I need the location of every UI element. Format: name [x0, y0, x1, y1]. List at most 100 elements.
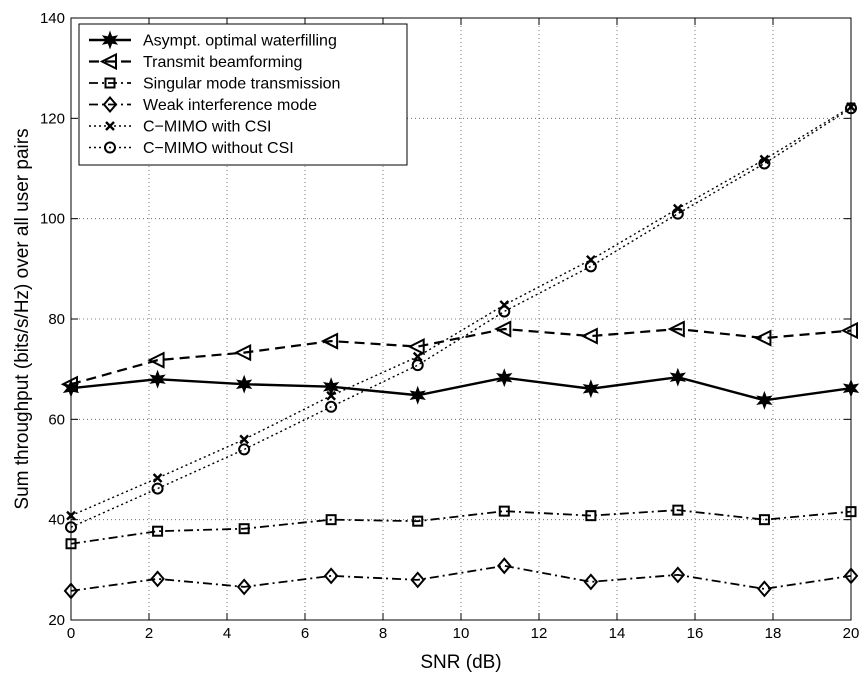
data-point-star: [669, 367, 687, 387]
data-point-circle: [65, 521, 77, 534]
y-tick-label: 20: [48, 612, 65, 629]
legend-entry: Asympt. optimal waterfilling: [89, 30, 337, 50]
data-point-triangle: [320, 332, 339, 350]
data-point-circle: [151, 482, 164, 495]
data-point-diamond: [757, 580, 772, 598]
data-point-star: [149, 369, 166, 389]
x-tick-label: 0: [67, 625, 75, 642]
x-tick-label: 18: [765, 625, 782, 642]
series-star: [62, 367, 860, 410]
data-point-x: [326, 390, 336, 401]
data-point-star: [496, 368, 513, 388]
series-group: [60, 101, 860, 600]
data-point-triangle: [60, 375, 78, 393]
x-axis-label: SNR (dB): [420, 652, 501, 673]
x-tick-label: 16: [687, 625, 704, 642]
series-line: [70, 106, 852, 517]
data-point-triangle: [233, 343, 252, 362]
x-tick-label: 6: [301, 625, 309, 642]
series-line: [70, 509, 852, 545]
data-point-square: [585, 510, 597, 522]
legend-label: Transmit beamforming: [143, 54, 302, 71]
data-point-diamond: [410, 571, 426, 589]
data-point-square: [65, 538, 77, 550]
series-line: [70, 327, 852, 386]
legend-label: Weak interference mode: [143, 97, 317, 114]
data-point-circle: [104, 141, 116, 154]
legend: Asympt. optimal waterfilling Transmit bea…: [78, 23, 408, 166]
legend-label: Singular mode transmission: [143, 76, 340, 93]
x-tick-label: 8: [379, 625, 387, 642]
data-point-x: [66, 510, 76, 521]
y-tick-label: 140: [40, 10, 65, 27]
data-point-square: [498, 505, 510, 517]
data-point-square: [325, 514, 337, 526]
data-point-triangle: [667, 320, 685, 338]
data-point-x: [105, 121, 115, 131]
data-point-triangle: [99, 52, 117, 71]
y-tick-label: 40: [48, 512, 65, 529]
x-tick-label: 14: [609, 625, 626, 642]
data-point-diamond: [102, 95, 118, 114]
data-point-square: [152, 525, 164, 537]
data-point-x: [152, 473, 163, 483]
y-tick-label: 80: [48, 311, 65, 328]
data-point-circle: [498, 305, 511, 318]
data-point-diamond: [843, 567, 859, 585]
legend-entry: Singular mode transmission: [89, 76, 340, 93]
y-tick-label: 60: [48, 411, 65, 428]
data-point-x: [412, 351, 423, 362]
data-point-diamond: [63, 582, 79, 600]
series-line: [70, 375, 852, 402]
data-point-triangle: [147, 351, 165, 369]
data-point-star: [101, 30, 119, 50]
data-point-diamond: [583, 573, 599, 591]
series-triangle-left: [60, 320, 858, 393]
data-point-diamond: [323, 567, 339, 585]
legend-entry: C−MIMO with CSI: [89, 119, 271, 136]
data-point-square: [845, 506, 857, 518]
legend-label: Asympt. optimal waterfilling: [143, 33, 337, 50]
data-point-diamond: [150, 570, 165, 588]
x-tick-label: 4: [223, 625, 231, 642]
legend-entry: C−MIMO without CSI: [89, 140, 294, 157]
x-tick-label: 12: [531, 625, 548, 642]
data-point-circle: [325, 400, 338, 413]
data-point-triangle: [407, 337, 425, 356]
series-square: [65, 504, 857, 550]
data-point-circle: [238, 443, 251, 456]
series-diamond: [63, 557, 859, 600]
data-point-circle: [671, 207, 684, 220]
data-point-star: [582, 379, 600, 399]
data-point-square: [238, 523, 250, 535]
data-point-star: [756, 390, 773, 410]
data-point-diamond: [670, 566, 686, 584]
data-point-circle: [411, 359, 424, 372]
data-point-diamond: [496, 557, 512, 575]
y-axis-label: Sum throughput (bits/s/Hz) over all user…: [12, 128, 33, 509]
axis-ticks: 0 2 4 6 8 10 12 14 16 18 20 20 40 60 80 100 120 140: [40, 10, 859, 642]
legend-box: [78, 23, 408, 166]
data-point-diamond: [236, 578, 252, 596]
legend-entry: Weak interference mode: [89, 95, 317, 114]
data-point-triangle: [494, 320, 512, 338]
y-tick-label: 120: [40, 110, 65, 127]
data-point-triangle: [840, 321, 858, 340]
data-point-triangle: [580, 327, 598, 345]
data-point-star: [842, 378, 860, 398]
data-point-square: [412, 515, 424, 527]
data-point-x: [239, 434, 250, 445]
series-circle: [65, 102, 857, 534]
data-point-circle: [584, 260, 597, 273]
data-point-square: [672, 504, 684, 516]
data-point-square: [758, 514, 770, 526]
data-point-circle: [845, 102, 857, 115]
x-tick-label: 10: [453, 625, 470, 642]
x-tick-label: 20: [843, 625, 860, 642]
data-point-triangle: [754, 329, 772, 347]
legend-label: C−MIMO without CSI: [143, 140, 294, 157]
data-point-square: [104, 77, 116, 89]
legend-label: C−MIMO with CSI: [143, 119, 271, 136]
legend-entry: Transmit beamforming: [89, 52, 302, 71]
